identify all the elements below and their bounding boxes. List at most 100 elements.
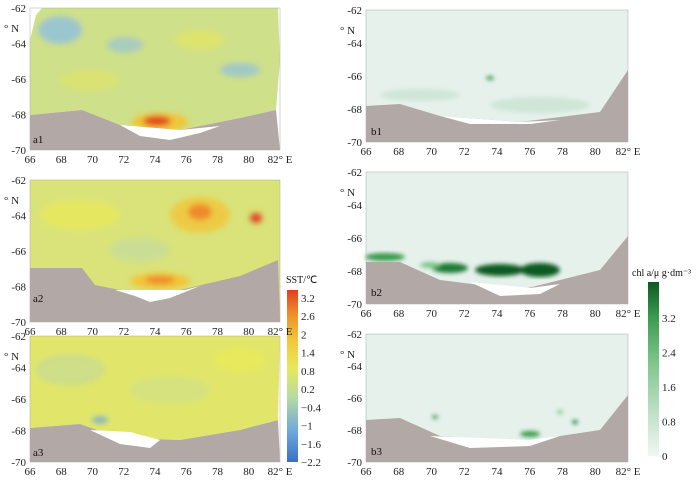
lat-tick-label: -68 [11, 282, 26, 294]
panel-a2: a2 [29, 179, 281, 323]
lon-tick-label: 78 [557, 466, 569, 478]
sst-colorbar-tick: 0.8 [301, 366, 315, 378]
lon-tick-label: 80 [243, 154, 255, 166]
lon-tick-label: 68 [393, 308, 405, 320]
panel-label-b1: b1 [371, 126, 382, 138]
lon-tick-label: 68 [393, 146, 405, 158]
lat-tick-label: -68 [347, 266, 362, 278]
lon-tick-label: 72 [118, 466, 129, 478]
sst-colorbar-tick: −1.6 [301, 439, 321, 451]
lon-tick-label: 70 [426, 146, 438, 158]
panel-label-b2: b2 [371, 287, 382, 299]
lat-tick-label: -70 [347, 137, 362, 149]
lat-tick-label: -62 [11, 3, 26, 15]
lat-tick-label: -64 [347, 361, 362, 373]
lon-tick-label: 70 [87, 326, 99, 338]
panel-b1: b1 [365, 9, 629, 143]
lat-tick-label: -62 [347, 5, 362, 17]
lon-tick-label: 76 [181, 154, 193, 166]
lat-unit-label: ° N [340, 25, 355, 37]
panel-label-a1: a1 [33, 134, 43, 146]
axes-and-ticks: -62 -64 -66 -68 -70 ° N 66 68 70 72 74 76 78 80 82° E -… [4, 3, 676, 478]
chl-colorbar-tick: 1.6 [662, 382, 676, 394]
panel-a1: a1 [29, 7, 281, 151]
lon-tick-label: 78 [212, 154, 224, 166]
panel-label-b3: b3 [371, 446, 383, 458]
lon-tick-label: 82° E [268, 154, 293, 166]
lon-tick-label: 82° E [616, 308, 641, 320]
lon-tick-label: 72 [118, 326, 129, 338]
lon-tick-label: 72 [118, 154, 129, 166]
chl-colorbar-tick: 0 [662, 451, 668, 463]
sst-colorbar-tick: 0.2 [301, 384, 315, 396]
lat-tick-label: -70 [11, 317, 26, 329]
sst-colorbar-tick: −2.2 [301, 457, 321, 469]
lat-tick-label: -70 [347, 457, 362, 469]
sst-colorbar-tick: −1 [301, 421, 313, 433]
sst-colorbar-title: SST/℃ [286, 275, 317, 286]
lon-tick-label: 66 [361, 466, 373, 478]
lon-tick-label: 74 [492, 146, 504, 158]
lon-tick-label: 82° E [616, 146, 641, 158]
sst-colorbar-tick: 3.2 [301, 293, 315, 305]
lat-unit-label: ° N [340, 349, 355, 361]
lon-tick-label: 68 [393, 466, 405, 478]
lon-tick-label: 68 [56, 466, 68, 478]
lat-tick-label: -70 [11, 145, 26, 157]
sst-colorbar-tick: −0.4 [301, 402, 321, 414]
lon-tick-label: 66 [25, 326, 37, 338]
lon-tick-label: 80 [590, 466, 602, 478]
lat-tick-label: -68 [347, 104, 362, 116]
lat-tick-label: -68 [347, 425, 362, 437]
lat-tick-label: -66 [11, 74, 26, 86]
panel-label-a2: a2 [33, 293, 43, 305]
lat-tick-label: -62 [11, 175, 26, 187]
lat-unit-label: ° N [4, 195, 19, 207]
lat-tick-label: -64 [11, 211, 26, 223]
lon-tick-label: 66 [361, 308, 373, 320]
sst-colorbar [287, 290, 298, 462]
lat-unit-label: ° N [4, 351, 19, 363]
panel-b3: b3 [365, 333, 629, 463]
chl-colorbar-tick: 3.2 [662, 313, 676, 325]
lon-tick-label: 80 [590, 308, 602, 320]
lat-tick-label: -62 [347, 167, 362, 179]
lat-tick-label: -64 [11, 363, 26, 375]
lon-tick-label: 74 [492, 466, 504, 478]
lon-tick-label: 76 [524, 308, 536, 320]
lon-tick-label: 82° E [616, 466, 641, 478]
lon-tick-label: 78 [212, 326, 224, 338]
lon-tick-label: 80 [243, 326, 255, 338]
lon-tick-label: 80 [243, 466, 255, 478]
lat-tick-label: -64 [11, 39, 26, 51]
lat-tick-label: -66 [11, 394, 26, 406]
lon-tick-label: 76 [181, 326, 193, 338]
lon-tick-label: 82° E [268, 466, 293, 478]
lat-unit-label: ° N [340, 187, 355, 199]
lat-tick-label: -66 [347, 233, 362, 245]
lon-tick-label: 72 [459, 308, 470, 320]
panel-label-a3: a3 [33, 447, 44, 459]
lon-tick-label: 66 [361, 146, 373, 158]
chl-colorbar [648, 282, 659, 456]
lon-tick-label: 76 [181, 466, 193, 478]
lat-tick-label: -66 [347, 71, 362, 83]
lon-tick-label: 70 [426, 308, 438, 320]
lon-tick-label: 66 [25, 154, 37, 166]
lat-tick-label: -64 [347, 38, 362, 50]
lon-tick-label: 70 [426, 466, 438, 478]
lat-tick-label: -66 [11, 246, 26, 258]
lat-unit-label: ° N [4, 23, 19, 35]
chl-colorbar-title: chl a/μ g·dm⁻³ [632, 268, 691, 279]
lon-tick-label: 80 [590, 146, 602, 158]
lon-tick-label: 72 [459, 146, 470, 158]
lat-tick-label: -66 [347, 393, 362, 405]
chl-colorbar-tick: 2.4 [662, 348, 676, 360]
lon-tick-label: 70 [87, 466, 99, 478]
lon-tick-label: 74 [492, 308, 504, 320]
lon-tick-label: 72 [459, 466, 470, 478]
lon-tick-label: 78 [557, 146, 569, 158]
lon-tick-label: 76 [524, 146, 536, 158]
lon-tick-label: 70 [87, 154, 99, 166]
